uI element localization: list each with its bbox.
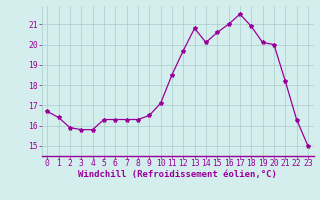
X-axis label: Windchill (Refroidissement éolien,°C): Windchill (Refroidissement éolien,°C) — [78, 170, 277, 179]
